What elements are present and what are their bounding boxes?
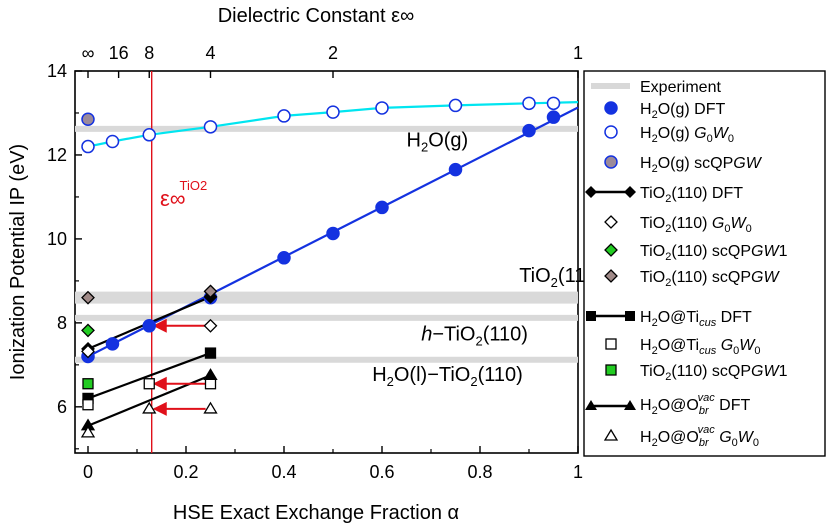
legend-tio2-scqpgw-marker (604, 269, 618, 283)
marker-6-1 (203, 284, 218, 299)
vline-label: ε∞TiO2 (160, 178, 207, 211)
x-tick-label-2: 0.4 (271, 462, 296, 482)
marker-4-1 (203, 318, 218, 333)
legend: Experiment H2O(g) DFT H2O(g) G0W0 H2O(g)… (583, 70, 826, 457)
fit-line-3 (87, 352, 211, 400)
legend-obr-g0w0-marker (603, 428, 619, 441)
legend-ticus-dft-marker-left (586, 311, 596, 321)
marker-8-0 (82, 399, 94, 411)
legend-tio2-scqpgw1-square-marker (605, 364, 617, 376)
fit-line-1 (87, 101, 579, 148)
marker-0-1 (105, 337, 120, 351)
marker-11-0 (80, 425, 96, 438)
top-tick-label-2: 8 (144, 43, 154, 63)
marker-1-5 (326, 105, 340, 119)
marker-0-4 (277, 251, 291, 265)
marker-1-3 (203, 120, 218, 134)
marker-0-5 (326, 226, 340, 241)
vline-label-sup: TiO2 (180, 178, 208, 193)
marker-1-9 (546, 96, 561, 111)
marker-1-8 (522, 96, 536, 111)
legend-obr-dft-marker-left (585, 400, 597, 410)
legend-ticus-dft-label: H2O@Ticus DFT (640, 309, 752, 329)
legend-experiment-label: Experiment (640, 79, 721, 96)
top-tick-label-3: 4 (205, 43, 215, 63)
marker-1-1 (105, 134, 120, 149)
marker-1-6 (375, 101, 389, 115)
top-tick-label-4: 2 (328, 43, 338, 63)
marker-6-0 (81, 290, 95, 305)
marker-11-2 (203, 401, 218, 414)
y-tick-label-3: 12 (47, 145, 67, 165)
top-tick-label-5: 1 (573, 43, 583, 63)
legend-ticus-g0w0-marker (605, 338, 617, 350)
top-tick-label-1: 16 (109, 43, 129, 63)
top-axis-label: Dielectric Constant ε∞ (218, 5, 415, 27)
legend-obr-dft-label: H2O@Obrvac DFT (640, 392, 751, 417)
marker-0-2 (142, 319, 156, 333)
annotation-h-tio2-110: h−TiO2(110) (421, 323, 528, 348)
x-tick-label-1: 0.2 (173, 462, 198, 482)
annotation-h2o-gas: H2O(g) (407, 130, 469, 155)
marker-8-2 (204, 378, 217, 390)
legend-obr-dft-marker-right (624, 400, 636, 410)
legend-h2og-scqpgw-marker (604, 155, 618, 169)
marker-0-9 (546, 110, 561, 124)
marker-0-8 (522, 123, 536, 138)
legend-box (583, 70, 826, 457)
legend-tio2-dft-marker-left (585, 186, 597, 198)
legend-h2og-dft-marker (604, 101, 618, 115)
legend-tio2-scqpgw1-square-label: TiO2(110) scQPGW1 (640, 363, 788, 383)
y-axis-label: Ionization Potential IP (eV) (7, 144, 29, 380)
plot-frame (74, 70, 579, 454)
legend-tio2-scqpgw1-marker (604, 243, 618, 257)
marker-5-0 (81, 323, 95, 338)
y-tick-label-4: 14 (47, 61, 67, 81)
legend-tio2-scqpgw-label: TiO2(110) scQPGW (640, 269, 780, 289)
marker-1-4 (277, 109, 291, 123)
data-markers (80, 96, 561, 438)
marker-0-7 (448, 162, 463, 177)
marker-1-7 (448, 98, 463, 113)
y-tick-label-2: 10 (47, 229, 67, 249)
marker-11-1 (142, 401, 157, 414)
x-tick-label-4: 0.8 (467, 462, 492, 482)
legend-obr-g0w0-label: H2O@Obrvac G0W0 (640, 424, 759, 449)
x-tick-label-3: 0.6 (369, 462, 394, 482)
marker-10-1 (203, 368, 218, 380)
y-tick-label-0: 6 (57, 397, 67, 417)
x-tick-label-5: 1 (573, 462, 583, 482)
marker-1-0 (81, 139, 95, 154)
x-axis-label: HSE Exact Exchange Fraction α (173, 502, 459, 524)
legend-tio2-g0w0-marker (604, 215, 618, 229)
legend-h2og-dft-label: H2O(g) DFT (640, 101, 725, 121)
marker-2-0 (81, 112, 95, 127)
marker-9-0 (82, 378, 94, 390)
y-tick-label-1: 8 (57, 313, 67, 333)
legend-tio2-scqpgw1-label: TiO2(110) scQPGW1 (640, 243, 788, 263)
legend-ticus-g0w0-label: H2O@Ticus G0W0 (640, 337, 761, 357)
top-tick-label-0: ∞ (82, 43, 95, 63)
annotation-h2o-liquid-tio2: H2O(l)−TiO2(110) (372, 364, 523, 389)
marker-7-1 (204, 347, 217, 359)
legend-h2og-scqpgw-label: H2O(g) scQPGW (640, 155, 763, 175)
marker-1-2 (142, 128, 156, 142)
marker-4-0 (81, 344, 95, 359)
vline-label-main: ε∞ (160, 186, 186, 211)
shift-arrows (152, 318, 206, 416)
x-tick-label-0: 0 (83, 462, 93, 482)
legend-h2og-g0w0-marker (604, 125, 618, 139)
marker-0-6 (375, 200, 389, 215)
marker-8-1 (143, 378, 155, 390)
legend-tio2-dft-marker-right (624, 186, 636, 198)
legend-ticus-dft-marker-right (625, 311, 635, 321)
